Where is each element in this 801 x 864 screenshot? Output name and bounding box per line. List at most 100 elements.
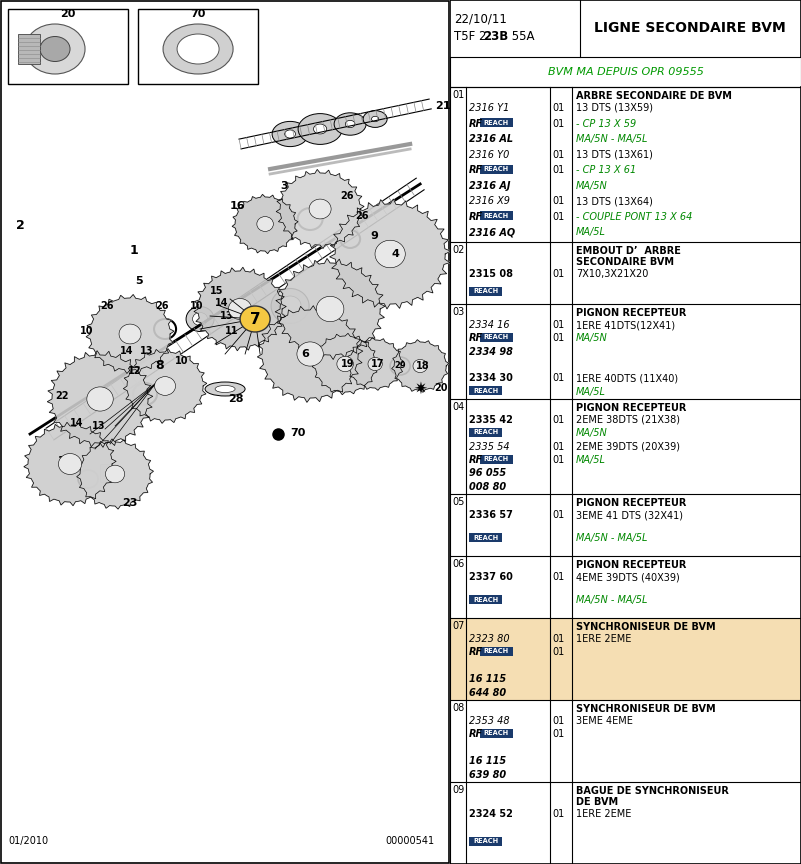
Bar: [469, 287, 502, 295]
Text: 13 DTS (13X61): 13 DTS (13X61): [576, 149, 653, 160]
Text: 20: 20: [434, 383, 448, 393]
Text: REACH: REACH: [473, 388, 498, 394]
Text: 01: 01: [552, 647, 565, 658]
Ellipse shape: [205, 382, 245, 396]
Text: 639 80: 639 80: [469, 770, 506, 779]
Bar: [450, 494, 801, 556]
Bar: [480, 729, 513, 738]
Text: 01: 01: [552, 320, 565, 330]
Bar: [18, 34, 40, 64]
Polygon shape: [330, 199, 451, 309]
Bar: [450, 304, 801, 399]
Bar: [138, 9, 258, 84]
Text: 2: 2: [16, 219, 24, 232]
Text: 13: 13: [140, 346, 154, 356]
Text: 12: 12: [58, 456, 71, 466]
Text: 28: 28: [228, 394, 244, 404]
Ellipse shape: [215, 385, 235, 392]
Text: 13 DTS (13X64): 13 DTS (13X64): [576, 196, 653, 206]
Ellipse shape: [257, 217, 273, 232]
Text: 06: 06: [452, 559, 465, 569]
Ellipse shape: [297, 342, 324, 366]
Text: 04: 04: [452, 402, 465, 412]
Text: 70: 70: [191, 9, 206, 19]
Ellipse shape: [372, 117, 379, 122]
Text: 3EME 4EME: 3EME 4EME: [576, 716, 633, 726]
Polygon shape: [312, 334, 378, 395]
Text: REACH: REACH: [473, 596, 498, 602]
Text: 15: 15: [210, 286, 223, 296]
Ellipse shape: [106, 465, 125, 483]
Text: MA/5N - MA/5L: MA/5N - MA/5L: [576, 533, 647, 543]
Text: 008 80: 008 80: [469, 481, 506, 492]
Text: 9: 9: [370, 231, 378, 241]
Text: 2335 54: 2335 54: [469, 442, 509, 452]
Text: T5F 2: T5F 2: [454, 30, 490, 43]
Text: 7X10,3X21X20: 7X10,3X21X20: [576, 269, 649, 279]
Ellipse shape: [413, 359, 427, 372]
Ellipse shape: [337, 356, 353, 372]
Ellipse shape: [298, 113, 342, 144]
Text: 01: 01: [452, 90, 465, 100]
Text: 02: 02: [452, 245, 465, 255]
Text: 01: 01: [552, 415, 565, 425]
Text: LIGNE SECONDAIRE BVM: LIGNE SECONDAIRE BVM: [594, 22, 786, 35]
Text: 70: 70: [290, 428, 305, 438]
Bar: [450, 782, 801, 864]
Text: 21: 21: [435, 101, 451, 111]
Bar: [450, 618, 801, 700]
Text: 01: 01: [552, 634, 565, 644]
Text: 22: 22: [55, 391, 69, 401]
Text: 1ERE 40DTS (11X40): 1ERE 40DTS (11X40): [576, 373, 678, 384]
Text: MA/5N: MA/5N: [576, 429, 608, 438]
Text: 01: 01: [552, 165, 565, 175]
Text: REACH: REACH: [484, 213, 509, 219]
Text: RF: RF: [469, 212, 483, 222]
Text: ARBRE SECONDAIRE DE BVM: ARBRE SECONDAIRE DE BVM: [576, 91, 732, 101]
Text: SYNCHRONISEUR DE BVM: SYNCHRONISEUR DE BVM: [576, 622, 716, 632]
Text: 23B: 23B: [483, 30, 509, 43]
Text: 01: 01: [552, 442, 565, 452]
Text: REACH: REACH: [473, 429, 498, 435]
Ellipse shape: [279, 296, 301, 316]
Bar: [450, 399, 801, 494]
Text: BAGUE DE SYNCHRONISEUR: BAGUE DE SYNCHRONISEUR: [576, 786, 729, 796]
Text: 07: 07: [452, 621, 465, 631]
Ellipse shape: [368, 358, 382, 371]
Text: PIGNON RECEPTEUR: PIGNON RECEPTEUR: [576, 308, 686, 318]
Bar: [480, 454, 513, 463]
Text: 01: 01: [552, 334, 565, 343]
Text: 644 80: 644 80: [469, 688, 506, 697]
Text: 08: 08: [452, 703, 465, 713]
Text: 01: 01: [552, 212, 565, 222]
Text: 11: 11: [225, 326, 239, 336]
Text: 2323 80: 2323 80: [469, 634, 509, 644]
Text: 2316 AJ: 2316 AJ: [469, 181, 511, 191]
Text: 2334 16: 2334 16: [469, 320, 509, 330]
Bar: [469, 595, 502, 604]
Text: 16: 16: [230, 201, 246, 211]
Text: 22/10/11: 22/10/11: [454, 12, 507, 25]
Text: 3EME 41 DTS (32X41): 3EME 41 DTS (32X41): [576, 510, 683, 520]
Text: MA/5L: MA/5L: [576, 455, 606, 465]
Text: 20: 20: [60, 9, 76, 19]
Text: RF: RF: [469, 334, 483, 343]
Text: PIGNON RECEPTEUR: PIGNON RECEPTEUR: [576, 498, 686, 508]
Text: 4EME 39DTS (40X39): 4EME 39DTS (40X39): [576, 572, 680, 582]
Ellipse shape: [119, 324, 141, 344]
Text: 13: 13: [220, 311, 234, 321]
Text: MA/5L: MA/5L: [576, 227, 606, 238]
Text: 16 115: 16 115: [469, 756, 506, 766]
Ellipse shape: [58, 454, 82, 474]
Ellipse shape: [240, 306, 270, 332]
Text: 5: 5: [135, 276, 143, 286]
Ellipse shape: [186, 307, 214, 332]
Text: 2334 98: 2334 98: [469, 346, 513, 357]
Text: 2316 AQ: 2316 AQ: [469, 227, 515, 238]
Ellipse shape: [363, 111, 387, 127]
Ellipse shape: [271, 289, 309, 323]
Text: 3: 3: [280, 181, 288, 191]
Text: BVM MA DEPUIS OPR 09555: BVM MA DEPUIS OPR 09555: [548, 67, 703, 77]
Text: 2EME 38DTS (21X38): 2EME 38DTS (21X38): [576, 415, 680, 425]
Ellipse shape: [313, 124, 327, 134]
